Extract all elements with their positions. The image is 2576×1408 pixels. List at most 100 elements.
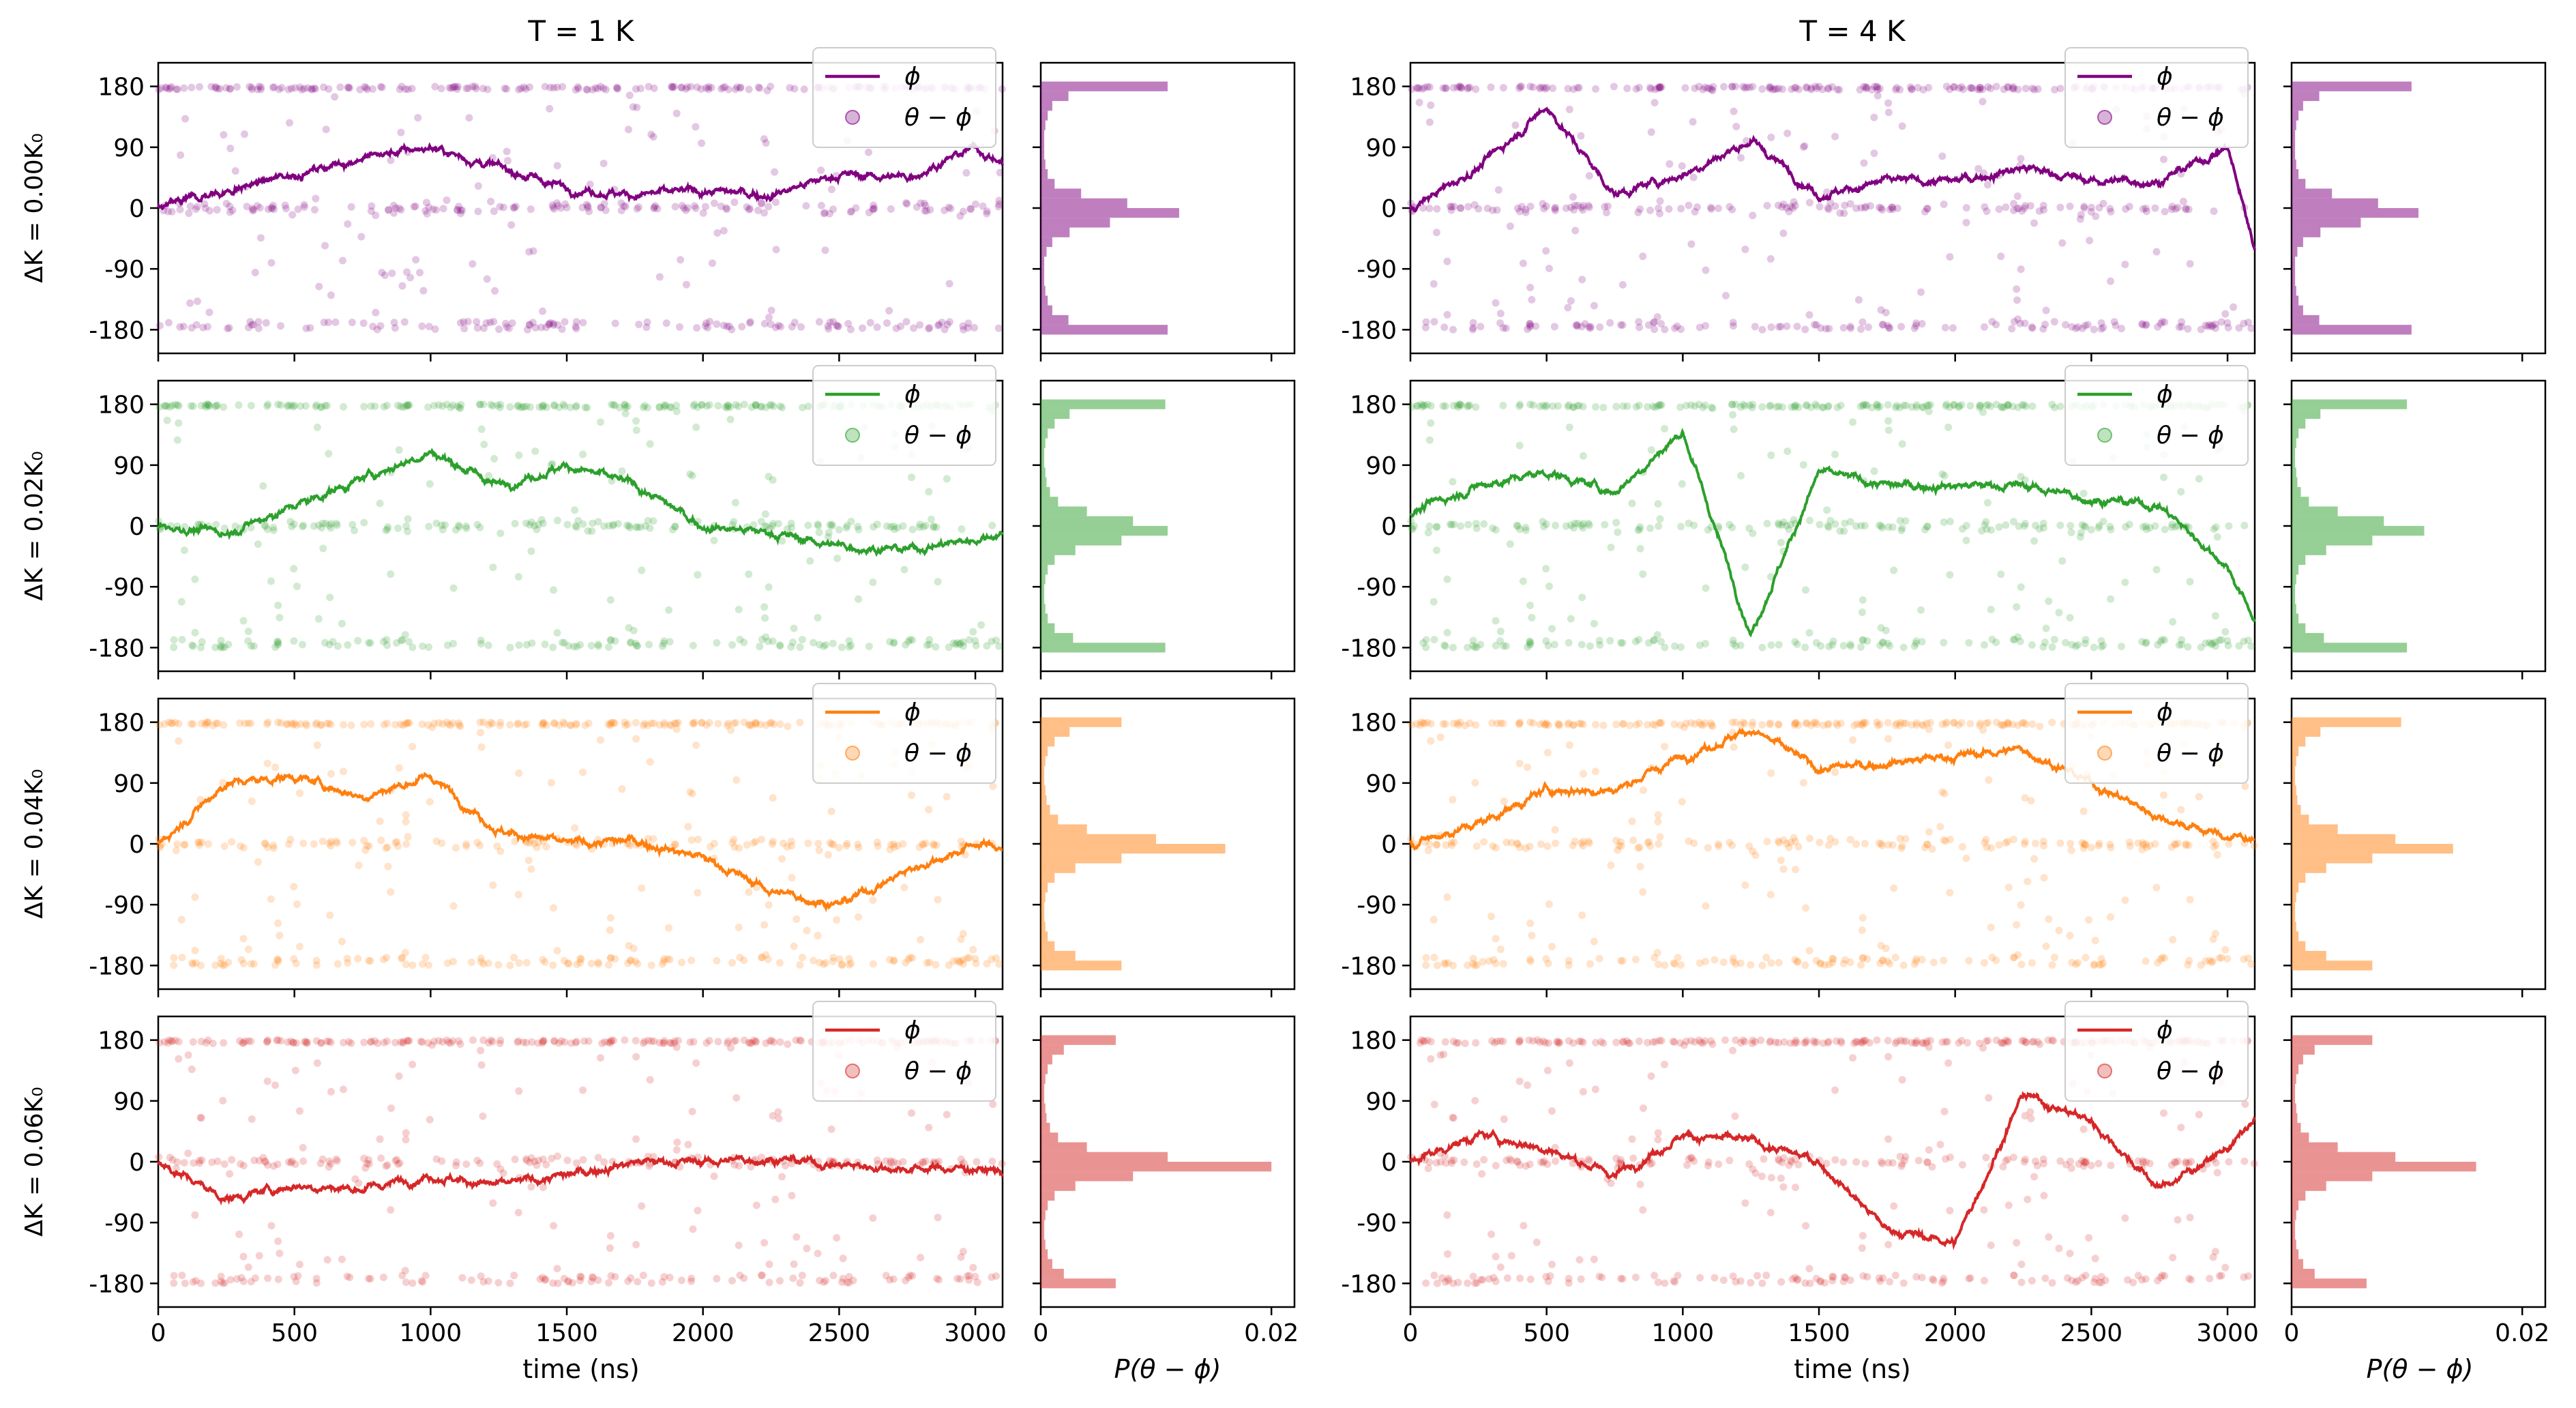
scatter-point — [1914, 1156, 1923, 1164]
scatter-point — [606, 721, 615, 729]
scatter-point — [487, 400, 495, 409]
scatter-point — [692, 123, 700, 131]
scatter-point — [191, 628, 199, 636]
scatter-point — [236, 719, 244, 727]
scatter-point — [367, 207, 375, 215]
scatter-point — [1690, 839, 1698, 847]
scatter-point — [2079, 807, 2088, 815]
scatter-point — [457, 206, 465, 214]
scatter-point — [945, 280, 953, 288]
scatter-point — [1766, 83, 1775, 91]
scatter-point — [1423, 83, 1432, 91]
scatter-point — [1695, 400, 1703, 409]
scatter-point — [387, 888, 395, 896]
hist-bar — [2292, 1132, 2309, 1143]
scatter-point — [579, 768, 587, 776]
scatter-point — [1942, 402, 1950, 410]
scatter-point — [1606, 636, 1614, 645]
scatter-point — [2085, 1234, 2093, 1242]
scatter-point — [1899, 1279, 1908, 1287]
scatter-point — [2022, 85, 2030, 93]
legend-phi-label: ϕ — [2157, 63, 2173, 91]
scatter-point — [1443, 893, 1451, 901]
scatter-point — [1995, 523, 2003, 531]
scatter-point — [360, 1038, 368, 1046]
scatter-point — [344, 84, 353, 92]
scatter-point — [493, 842, 501, 850]
scatter-point — [2050, 954, 2058, 962]
scatter-point — [687, 836, 696, 845]
scatter-point — [743, 841, 751, 849]
scatter-point — [474, 207, 482, 216]
scatter-point — [1981, 958, 1989, 967]
scatter-point — [671, 203, 679, 211]
scatter-point — [745, 319, 754, 327]
scatter-point — [539, 956, 547, 964]
scatter-point — [1911, 1039, 1919, 1047]
scatter-point — [1522, 526, 1530, 534]
scatter-point — [1636, 205, 1644, 214]
scatter-point — [1480, 520, 1488, 528]
scatter-point — [514, 719, 522, 727]
hist-bar — [2292, 218, 2361, 228]
scatter-point — [671, 840, 679, 849]
scatter-point — [1741, 881, 1749, 890]
scatter-point — [710, 199, 718, 207]
scatter-point — [312, 194, 320, 203]
scatter-point — [563, 520, 572, 529]
scatter-point — [1966, 720, 1974, 728]
x-tick-label: 0 — [1033, 1319, 1049, 1347]
y-tick-label: -90 — [104, 892, 145, 920]
scatter-point — [2245, 954, 2253, 963]
scatter-point — [417, 1038, 425, 1046]
y-tick-label: 90 — [113, 1088, 145, 1116]
scatter-point — [2187, 1158, 2195, 1166]
scatter-point — [1469, 323, 1477, 332]
scatter-point — [377, 1154, 385, 1162]
scatter-point — [1612, 720, 1620, 729]
hist-bar — [1041, 834, 1157, 844]
scatter-point — [1470, 201, 1479, 209]
scatter-point — [1940, 518, 1948, 527]
scatter-point — [638, 1202, 646, 1210]
scatter-point — [325, 720, 333, 728]
scatter-point — [710, 1172, 718, 1180]
scatter-point — [932, 523, 941, 531]
scatter-point — [394, 524, 402, 532]
scatter-point — [247, 642, 255, 650]
scatter-point — [1441, 84, 1449, 92]
scatter-point — [2139, 321, 2147, 329]
scatter-point — [2245, 636, 2253, 645]
scatter-point — [311, 85, 319, 93]
hist-bar — [1041, 804, 1050, 815]
scatter-point — [670, 83, 679, 91]
hist-bar — [1041, 1162, 1272, 1172]
scatter-point — [455, 203, 463, 211]
scatter-point — [484, 1039, 492, 1047]
scatter-point — [2099, 199, 2107, 207]
scatter-point — [994, 324, 1003, 332]
scatter-point — [222, 199, 231, 207]
scatter-point — [2056, 521, 2064, 529]
legend-phi-label: ϕ — [904, 1016, 921, 1044]
scatter-point — [647, 1279, 655, 1287]
scatter-point — [1601, 203, 1609, 211]
scatter-point — [772, 246, 780, 254]
scatter-point — [611, 319, 619, 327]
scatter-point — [284, 840, 293, 848]
scatter-point — [1493, 206, 1501, 214]
scatter-point — [2048, 643, 2056, 651]
scatter-point — [228, 206, 237, 214]
scatter-point — [1590, 302, 1598, 310]
scatter-point — [179, 323, 188, 331]
scatter-point — [1687, 240, 1696, 248]
scatter-point — [220, 721, 228, 729]
scatter-point — [677, 83, 685, 91]
scatter-point — [625, 941, 633, 950]
scatter-point — [383, 1037, 391, 1045]
scatter-point — [522, 641, 531, 649]
scatter-point — [692, 423, 700, 431]
scatter-point — [597, 736, 605, 744]
scatter-point — [327, 769, 335, 778]
scatter-point — [1790, 403, 1798, 411]
